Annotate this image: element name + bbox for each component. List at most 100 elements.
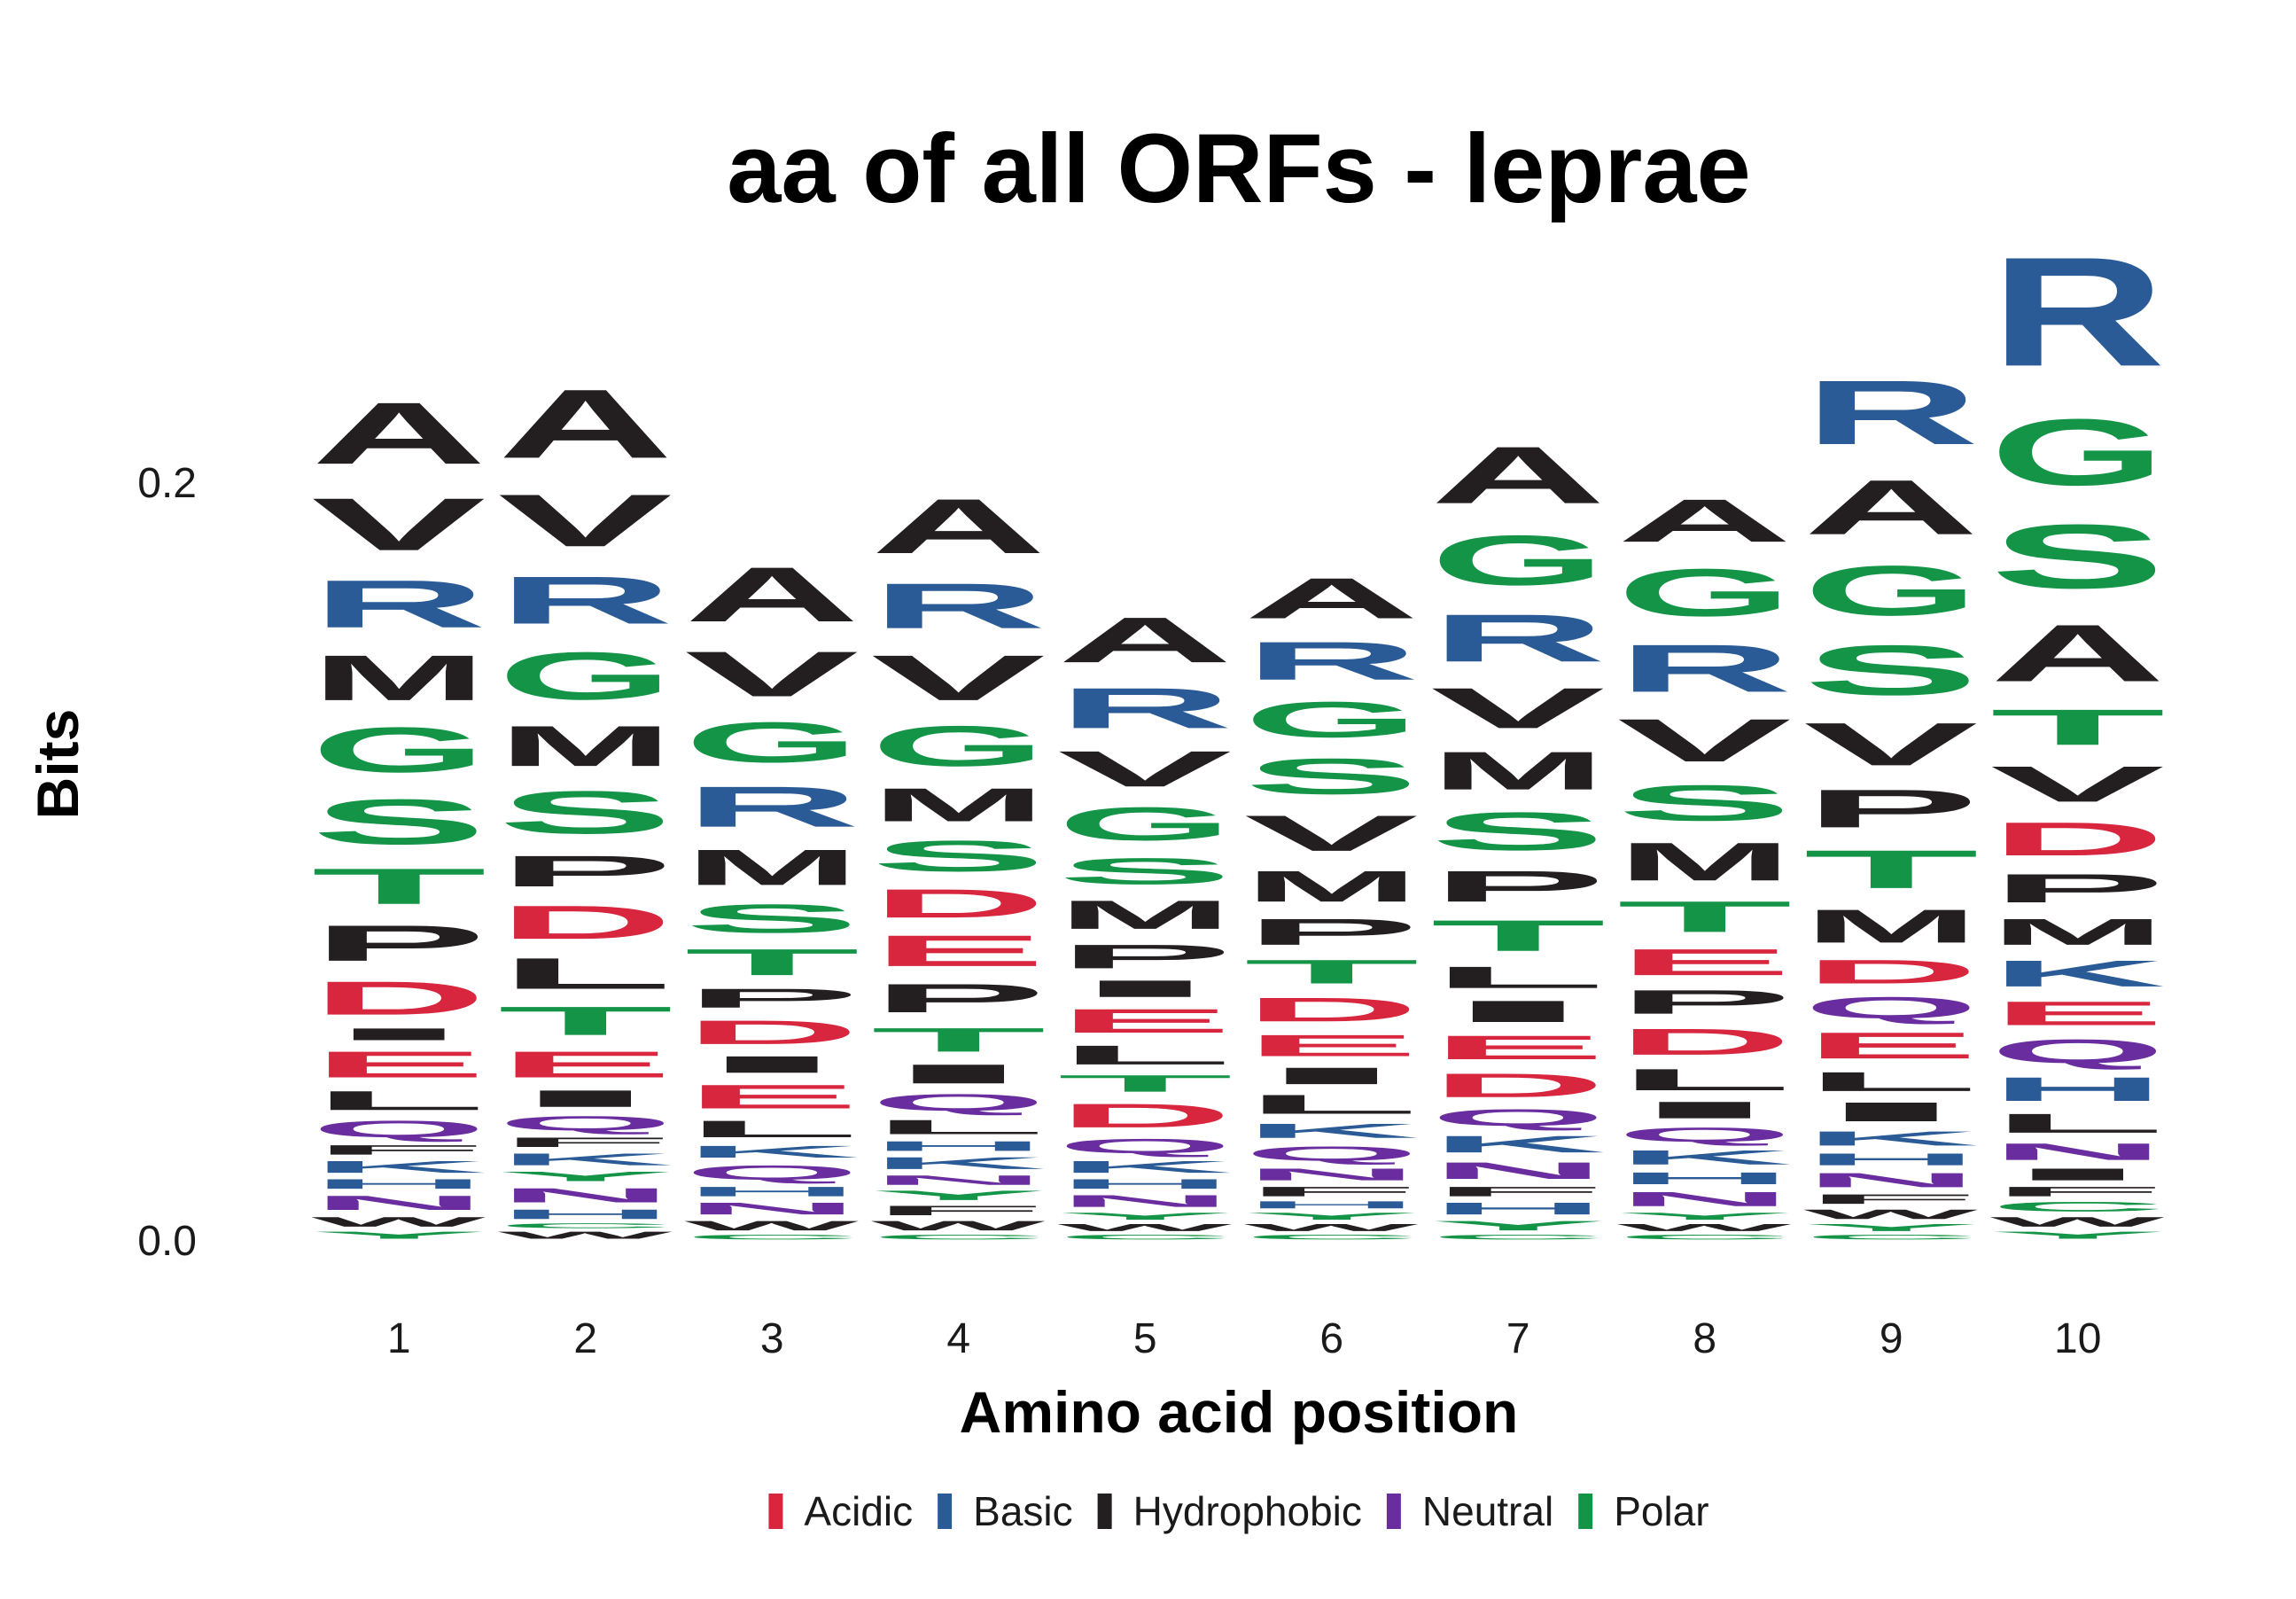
logo-letter-W: W bbox=[1803, 1207, 1978, 1222]
logo-letter-G: G bbox=[1803, 550, 1979, 630]
logo-letter-Q: Q bbox=[1057, 1135, 1233, 1158]
logo-letter-Y: Y bbox=[311, 1229, 486, 1241]
legend-label: Acidic bbox=[804, 1488, 913, 1534]
logo-letter-N: N bbox=[1617, 1188, 1793, 1211]
logo-letter-M: M bbox=[1430, 740, 1606, 800]
legend-swatch bbox=[1097, 1494, 1112, 1529]
logo-letter-F: F bbox=[311, 1143, 486, 1158]
logo-letter-A: A bbox=[1057, 604, 1233, 676]
logo-letter-F: F bbox=[498, 1135, 673, 1150]
logo-letter-C: C bbox=[1990, 1199, 2166, 1214]
logo-letter-I: I bbox=[871, 1059, 1047, 1089]
logo-letter-G: G bbox=[684, 711, 860, 775]
logo-letter-F: F bbox=[1244, 1184, 1420, 1199]
legend-item-neutral: Neutral bbox=[1386, 1488, 1553, 1534]
logo-letter-H: H bbox=[1057, 1176, 1233, 1191]
logo-letter-E: E bbox=[311, 1043, 486, 1085]
logo-letter-T: T bbox=[871, 1021, 1047, 1059]
logo-letter-T: T bbox=[1990, 699, 2166, 756]
legend-swatch bbox=[768, 1494, 783, 1529]
logo-letter-A: A bbox=[1803, 464, 1979, 551]
logo-letter-M: M bbox=[1990, 911, 2166, 953]
x-tick-label: 4 bbox=[946, 1315, 970, 1362]
logo-letter-C: C bbox=[871, 1233, 1047, 1241]
logo-letter-R: R bbox=[1617, 630, 1793, 706]
logo-letter-D: D bbox=[1617, 1021, 1793, 1063]
logo-letter-L: L bbox=[1244, 1089, 1420, 1119]
logo-letter-S: S bbox=[1990, 506, 2166, 608]
logo-letter-A: A bbox=[684, 551, 860, 638]
logo-letter-T: T bbox=[1244, 953, 1420, 991]
logo-letter-T: T bbox=[498, 998, 673, 1043]
logo-letter-Q: Q bbox=[1617, 1123, 1793, 1146]
logo-letter-W: W bbox=[1617, 1222, 1793, 1234]
legend-swatch bbox=[1386, 1494, 1401, 1529]
logo-letter-I: I bbox=[1244, 1063, 1420, 1089]
logo-letter-H: H bbox=[1244, 1199, 1420, 1211]
logo-letter-S: S bbox=[1244, 748, 1420, 805]
logo-letter-C: C bbox=[1803, 1233, 1979, 1241]
logo-letter-P: P bbox=[1430, 862, 1606, 910]
logo-letter-V: V bbox=[1617, 706, 1792, 775]
x-tick-label: 10 bbox=[2054, 1315, 2101, 1362]
logo-letter-R: R bbox=[1057, 676, 1233, 740]
logo-letter-E: E bbox=[1617, 941, 1793, 983]
legend: Acidic Basic Hydrophobic Neutral Polar bbox=[768, 1488, 1709, 1534]
logo-letter-A: A bbox=[1617, 487, 1793, 555]
logo-letter-P: P bbox=[1617, 983, 1793, 1021]
logo-letter-S: S bbox=[1617, 775, 1793, 831]
logo-letter-S: S bbox=[498, 778, 673, 846]
y-axis-title: Bits bbox=[25, 709, 90, 820]
logo-letter-T: T bbox=[1430, 911, 1606, 960]
logo-letter-F: F bbox=[871, 1203, 1047, 1218]
logo-letter-I: I bbox=[684, 1051, 860, 1078]
legend-swatch bbox=[938, 1494, 953, 1529]
logo-letter-W: W bbox=[1057, 1222, 1233, 1234]
logo-letter-L: L bbox=[684, 1116, 860, 1143]
logo-letter-S: S bbox=[871, 831, 1047, 880]
x-axis-ticks: 1 2 3 4 5 6 7 8 9 10 bbox=[387, 1315, 2102, 1362]
logo-letter-Y: Y bbox=[871, 1188, 1047, 1203]
logo-letter-M: M bbox=[684, 839, 860, 896]
logo-letter-Q: Q bbox=[1430, 1104, 1606, 1131]
logo-letter-D: D bbox=[684, 1014, 860, 1052]
legend-label: Neutral bbox=[1422, 1488, 1553, 1534]
logo-letter-V: V bbox=[1990, 756, 2165, 813]
logo-letter-N: N bbox=[1990, 1139, 2166, 1166]
legend-label: Polar bbox=[1614, 1488, 1708, 1534]
logo-letter-D: D bbox=[1244, 991, 1420, 1029]
logo-letter-K: K bbox=[684, 1143, 860, 1161]
logo-letter-Q: Q bbox=[684, 1161, 860, 1184]
logo-letter-A: A bbox=[871, 483, 1047, 570]
logo-letter-N: N bbox=[311, 1191, 486, 1214]
logo-letter-V: V bbox=[311, 483, 486, 566]
logo-letter-L: L bbox=[498, 949, 673, 998]
logo-letter-V: V bbox=[1244, 805, 1419, 862]
logo-letter-A: A bbox=[1990, 608, 2166, 698]
logo-letter-H: H bbox=[498, 1207, 673, 1222]
logo-letter-H: H bbox=[1617, 1169, 1793, 1188]
logo-letter-T: T bbox=[1617, 893, 1793, 941]
logo-letter-L: L bbox=[311, 1086, 486, 1116]
logo-letter-G: G bbox=[1430, 520, 1606, 600]
logo-letter-K: K bbox=[1430, 1131, 1606, 1158]
logo-letter-H: H bbox=[871, 1139, 1047, 1154]
x-axis-title: Amino acid position bbox=[960, 1379, 1519, 1445]
logo-letter-W: W bbox=[1990, 1214, 2165, 1229]
logo-letter-A: A bbox=[311, 384, 486, 482]
logo-letter-R: R bbox=[684, 775, 860, 838]
logo-letter-S: S bbox=[1803, 631, 1979, 711]
legend-swatch bbox=[1578, 1494, 1593, 1529]
logo-letter-P: P bbox=[871, 976, 1047, 1021]
logo-letter-N: N bbox=[498, 1184, 673, 1207]
logo-letter-V: V bbox=[871, 642, 1046, 714]
logo-letter-L: L bbox=[1617, 1063, 1793, 1096]
logo-letter-C: C bbox=[684, 1233, 860, 1241]
logo-letter-Y: Y bbox=[1057, 1211, 1233, 1222]
logo-letter-G: G bbox=[1617, 555, 1793, 630]
logo-letter-W: W bbox=[311, 1214, 486, 1229]
logo-letter-N: N bbox=[1803, 1169, 1979, 1192]
